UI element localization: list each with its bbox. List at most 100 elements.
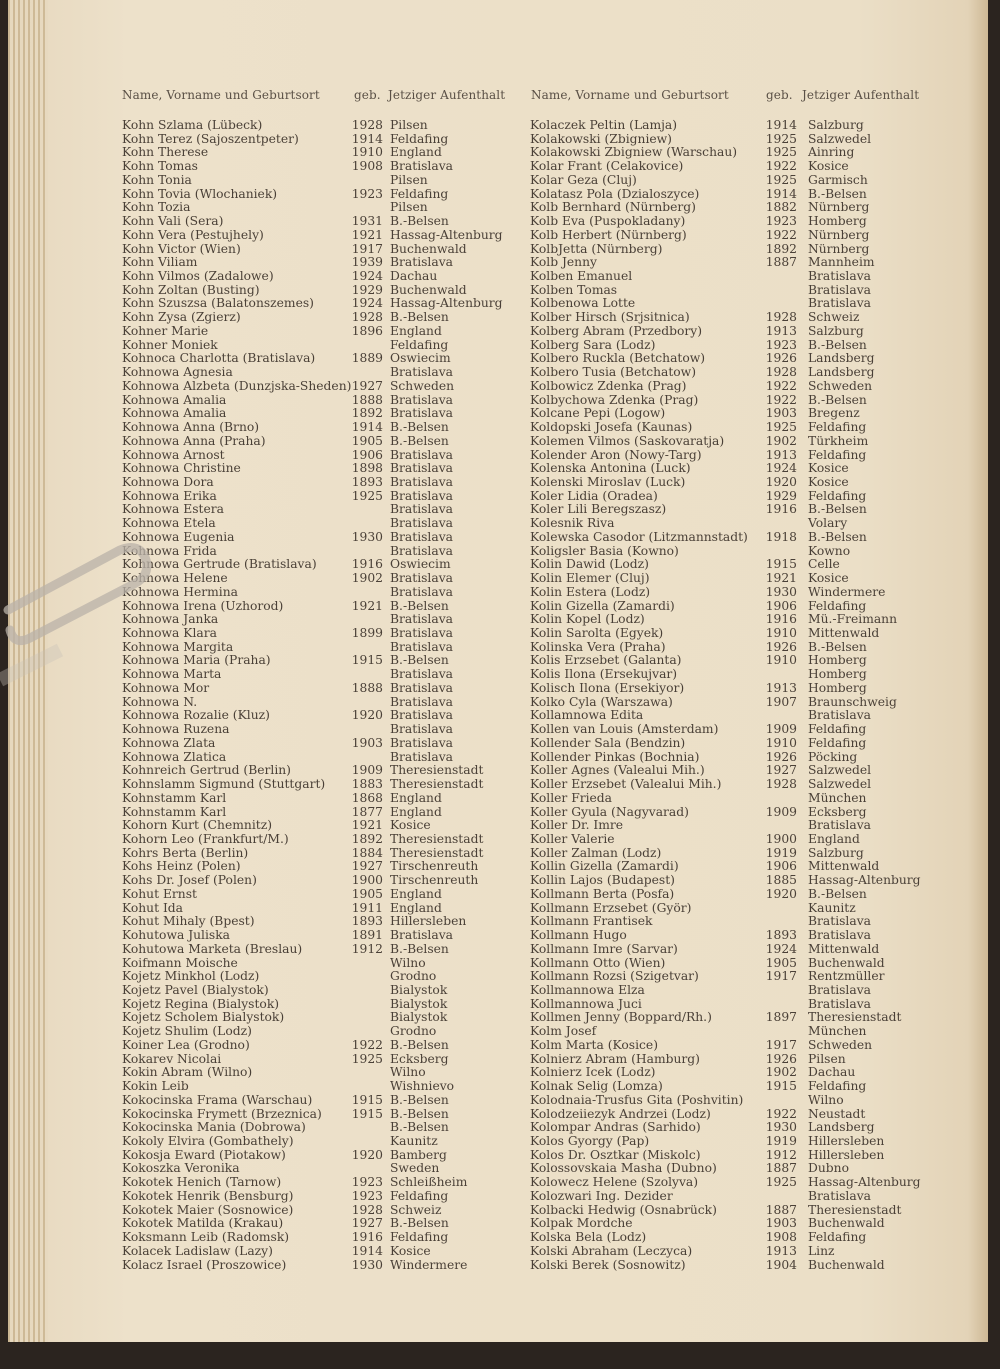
person-name: Kokoszka Veronika (122, 1161, 240, 1176)
birth-year: 1925 (765, 131, 797, 146)
birth-year: 1927 (351, 859, 383, 874)
current-residence: Bregenz (808, 406, 860, 421)
current-residence: Salzburg (808, 118, 864, 132)
left-header-name: Name, Vorname und Geburtsort (122, 88, 320, 102)
person-name: Kolbowicz Zdenka (Prag) (530, 378, 687, 393)
person-name: Kolodzeiiezyk Andrzei (Lodz) (530, 1106, 711, 1121)
person-name: Kohnowa Rozalie (Kluz) (122, 708, 270, 723)
person-name: Kojetz Pavel (Bialystok) (122, 982, 269, 997)
person-name: Kolberg Sara (Lodz) (530, 337, 656, 352)
paper-clip-icon (0, 543, 152, 687)
birth-year: 1884 (351, 845, 383, 860)
birth-year: 1897 (765, 1010, 797, 1025)
birth-year: 1900 (765, 831, 797, 846)
person-name: Kohn Tonia (122, 172, 192, 187)
birth-year: 1905 (765, 955, 797, 970)
current-residence: Mittenwald (808, 859, 880, 874)
person-name: Kohn Tomas (122, 159, 198, 174)
birth-year: 1899 (351, 626, 383, 640)
person-name: Kojetz Shulim (Lodz) (122, 1024, 252, 1039)
current-residence: B.-Belsen (390, 1120, 449, 1135)
person-name: Kolar Geza (Cluj) (530, 172, 637, 187)
person-name: Kolenska Antonina (Luck) (530, 461, 691, 476)
birth-year: 1927 (765, 763, 797, 778)
current-residence: Buchenwald (808, 955, 885, 970)
birth-year: 1928 (765, 310, 797, 325)
birth-year: 1925 (765, 172, 797, 187)
current-residence: Theresienstadt (390, 845, 484, 860)
birth-year: 1925 (351, 488, 383, 503)
current-residence: Mittenwald (808, 626, 880, 640)
current-residence: Pöcking (808, 749, 858, 764)
person-name: Kollmann Otto (Wien) (530, 955, 666, 970)
person-name: Kolacek Ladislaw (Lazy) (122, 1243, 273, 1258)
current-residence: Feldafing (390, 186, 449, 201)
birth-year: 1914 (765, 186, 797, 201)
person-name: Kohnowa Zlatica (122, 749, 227, 764)
person-name: Kohn Viliam (122, 255, 198, 270)
current-residence: B.-Belsen (390, 433, 449, 448)
birth-year: 1930 (765, 584, 797, 599)
birth-year: 1923 (351, 186, 383, 201)
person-name: Kollmannowa Elza (530, 982, 645, 997)
current-residence: Feldafing (390, 1230, 449, 1245)
birth-year: 1928 (765, 777, 797, 792)
person-name: Kolbero Tusia (Betchatow) (530, 365, 696, 380)
birth-year: 1888 (351, 392, 383, 407)
current-residence: Garmisch (808, 172, 868, 187)
birth-year: 1905 (351, 886, 383, 901)
current-residence: Landsberg (808, 365, 875, 380)
current-residence: Oswiecim (390, 351, 451, 366)
current-residence: Feldafing (390, 131, 449, 146)
left-header-place: Jetziger Aufenthalt (388, 88, 506, 102)
current-residence: B.-Belsen (390, 1216, 449, 1231)
birth-year: 1925 (765, 1175, 797, 1190)
person-name: Kolakowski Zbigniew (Warschau) (530, 145, 738, 160)
current-residence: Theresienstadt (390, 777, 484, 792)
person-name: Kohn Victor (Wien) (122, 241, 241, 256)
birth-year: 1925 (765, 420, 797, 435)
current-residence: B.-Belsen (390, 1092, 449, 1107)
person-name: Kolber Hirsch (Srjsitnica) (530, 310, 690, 325)
person-name: Kolm Josef (530, 1024, 597, 1039)
current-residence: Bratislava (808, 914, 871, 929)
person-name: Kohnowa Ruzena (122, 722, 230, 737)
current-residence: Kosice (390, 818, 431, 833)
current-residence: B.-Belsen (390, 941, 449, 956)
person-name: Kohnowa Irena (Uzhorod) (122, 598, 284, 613)
current-residence: Celle (808, 557, 840, 572)
birth-year: 1910 (765, 653, 797, 668)
birth-year: 1928 (351, 1202, 383, 1217)
current-residence: Bratislava (390, 461, 453, 476)
birth-year: 1930 (351, 1257, 383, 1272)
person-name: Koifmann Moische (122, 955, 238, 970)
person-name: Kollmann Erzsebet (Györ) (530, 900, 692, 915)
right-header-born: geb. (766, 88, 793, 102)
current-residence: England (390, 804, 442, 819)
person-name: Kohn Therese (122, 145, 209, 160)
current-residence: Wilno (390, 955, 426, 970)
birth-year: 1923 (351, 1175, 383, 1190)
current-residence: Homberg (808, 667, 867, 682)
person-name: Kojetz Scholem Bialystok) (122, 1010, 285, 1025)
current-residence: Türkheim (808, 433, 869, 448)
person-name: Kollender Sala (Bendzin) (530, 735, 686, 750)
person-name: Kolodnaia-Trusfus Gita (Poshvitin) (530, 1092, 744, 1107)
birth-year: 1925 (765, 145, 797, 160)
current-residence: Hassag-Altenburg (808, 1175, 921, 1190)
current-residence: Bratislava (390, 365, 453, 380)
person-name: Kojetz Minkhol (Lodz) (122, 969, 260, 984)
person-name: Kohn Tovia (Wlochaniek) (122, 186, 278, 201)
person-name: Kohn Vali (Sera) (122, 214, 224, 229)
person-name: Kolacz Israel (Proszowice) (122, 1257, 287, 1272)
current-residence: Wilno (390, 1065, 426, 1080)
current-residence: Hillersleben (808, 1134, 885, 1149)
person-name: Kohnowa Dora (122, 474, 214, 489)
person-name: Koller Erzsebet (Valealui Mih.) (530, 777, 722, 792)
person-name: Kohnowa Gertrude (Bratislava) (122, 557, 317, 572)
birth-year: 1903 (765, 1216, 797, 1231)
birth-year: 1914 (351, 420, 383, 435)
birth-year: 1926 (765, 1051, 797, 1066)
person-name: Kohorn Leo (Frankfurt/M.) (122, 831, 289, 846)
current-residence: Nürnberg (808, 241, 870, 256)
